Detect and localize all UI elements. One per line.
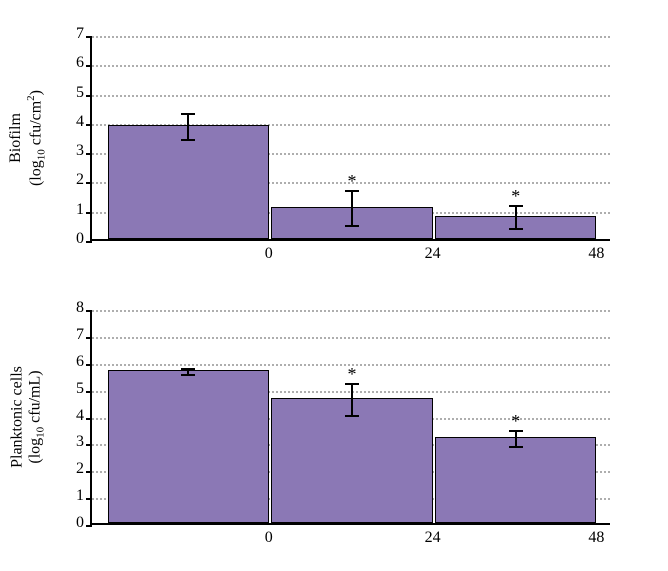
ytick-mark bbox=[86, 444, 92, 446]
ytick-mark bbox=[86, 418, 92, 420]
ylabel-units: (log10 cfu/mL) bbox=[27, 366, 48, 468]
ytick-label: 1 bbox=[76, 201, 84, 219]
ytick-label: 7 bbox=[76, 326, 84, 344]
significance-marker: * bbox=[348, 364, 357, 385]
ytick-mark bbox=[86, 525, 92, 527]
ytick-label: 8 bbox=[76, 299, 84, 317]
ytick-label: 5 bbox=[76, 84, 84, 102]
ytick-mark bbox=[86, 498, 92, 500]
ytick-mark bbox=[86, 153, 92, 155]
error-cap-top bbox=[181, 113, 195, 115]
ytick-label: 0 bbox=[76, 230, 84, 248]
ytick-mark bbox=[86, 337, 92, 339]
biofilm-panel: 01234567**02448 bbox=[90, 36, 610, 241]
error-cap-bottom bbox=[345, 225, 359, 227]
ytick-label: 2 bbox=[76, 171, 84, 189]
error-cap-bottom bbox=[509, 228, 523, 230]
significance-marker: * bbox=[348, 171, 357, 192]
chart-stage: 01234567**02448 Biofilm (log10 cfu/cm2) … bbox=[0, 0, 668, 571]
significance-marker: * bbox=[511, 186, 520, 207]
ytick-mark bbox=[86, 212, 92, 214]
bar bbox=[108, 370, 269, 523]
xtick-label: 48 bbox=[588, 529, 604, 547]
grid-line bbox=[92, 65, 610, 67]
xtick-label: 24 bbox=[425, 245, 441, 263]
ylabel-units: (log10 cfu/cm2) bbox=[26, 90, 49, 186]
ytick-mark bbox=[86, 124, 92, 126]
ytick-mark bbox=[86, 65, 92, 67]
error-bar bbox=[515, 206, 517, 229]
ytick-label: 5 bbox=[76, 380, 84, 398]
ytick-mark bbox=[86, 471, 92, 473]
ytick-label: 4 bbox=[76, 113, 84, 131]
ytick-label: 1 bbox=[76, 487, 84, 505]
ytick-mark bbox=[86, 36, 92, 38]
biofilm-plot-area: 01234567**02448 bbox=[90, 36, 610, 241]
error-cap-bottom bbox=[181, 139, 195, 141]
xtick-label: 48 bbox=[588, 245, 604, 263]
ytick-label: 3 bbox=[76, 142, 84, 160]
bar bbox=[108, 125, 269, 239]
ytick-mark bbox=[86, 310, 92, 312]
ytick-label: 6 bbox=[76, 54, 84, 72]
ytick-label: 0 bbox=[76, 514, 84, 532]
planktonic-panel: 012345678**02448 bbox=[90, 310, 610, 525]
ytick-mark bbox=[86, 182, 92, 184]
planktonic-y-axis-label: Planktonic cells (log10 cfu/mL) bbox=[8, 366, 47, 468]
ylabel-text: Biofilm bbox=[7, 90, 25, 186]
significance-marker: * bbox=[511, 411, 520, 432]
ytick-label: 7 bbox=[76, 25, 84, 43]
ytick-label: 3 bbox=[76, 433, 84, 451]
grid-line bbox=[92, 337, 610, 339]
grid-line bbox=[92, 36, 610, 38]
xtick-label: 0 bbox=[265, 529, 273, 547]
biofilm-y-axis-label: Biofilm (log10 cfu/cm2) bbox=[7, 90, 49, 186]
error-bar bbox=[515, 431, 517, 447]
error-cap-bottom bbox=[509, 446, 523, 448]
ytick-mark bbox=[86, 364, 92, 366]
error-cap-bottom bbox=[345, 415, 359, 417]
ytick-mark bbox=[86, 391, 92, 393]
ytick-label: 6 bbox=[76, 353, 84, 371]
error-cap-top bbox=[181, 368, 195, 370]
ytick-label: 4 bbox=[76, 407, 84, 425]
ytick-mark bbox=[86, 241, 92, 243]
xtick-label: 24 bbox=[425, 529, 441, 547]
error-bar bbox=[187, 114, 189, 140]
error-bar bbox=[351, 384, 353, 416]
ytick-label: 2 bbox=[76, 460, 84, 478]
grid-line bbox=[92, 95, 610, 97]
ylabel-text: Planktonic cells bbox=[8, 366, 26, 468]
grid-line bbox=[92, 310, 610, 312]
ytick-mark bbox=[86, 95, 92, 97]
xtick-label: 0 bbox=[265, 245, 273, 263]
planktonic-plot-area: 012345678**02448 bbox=[90, 310, 610, 525]
error-cap-bottom bbox=[181, 374, 195, 376]
error-bar bbox=[351, 191, 353, 226]
bar bbox=[435, 437, 596, 523]
